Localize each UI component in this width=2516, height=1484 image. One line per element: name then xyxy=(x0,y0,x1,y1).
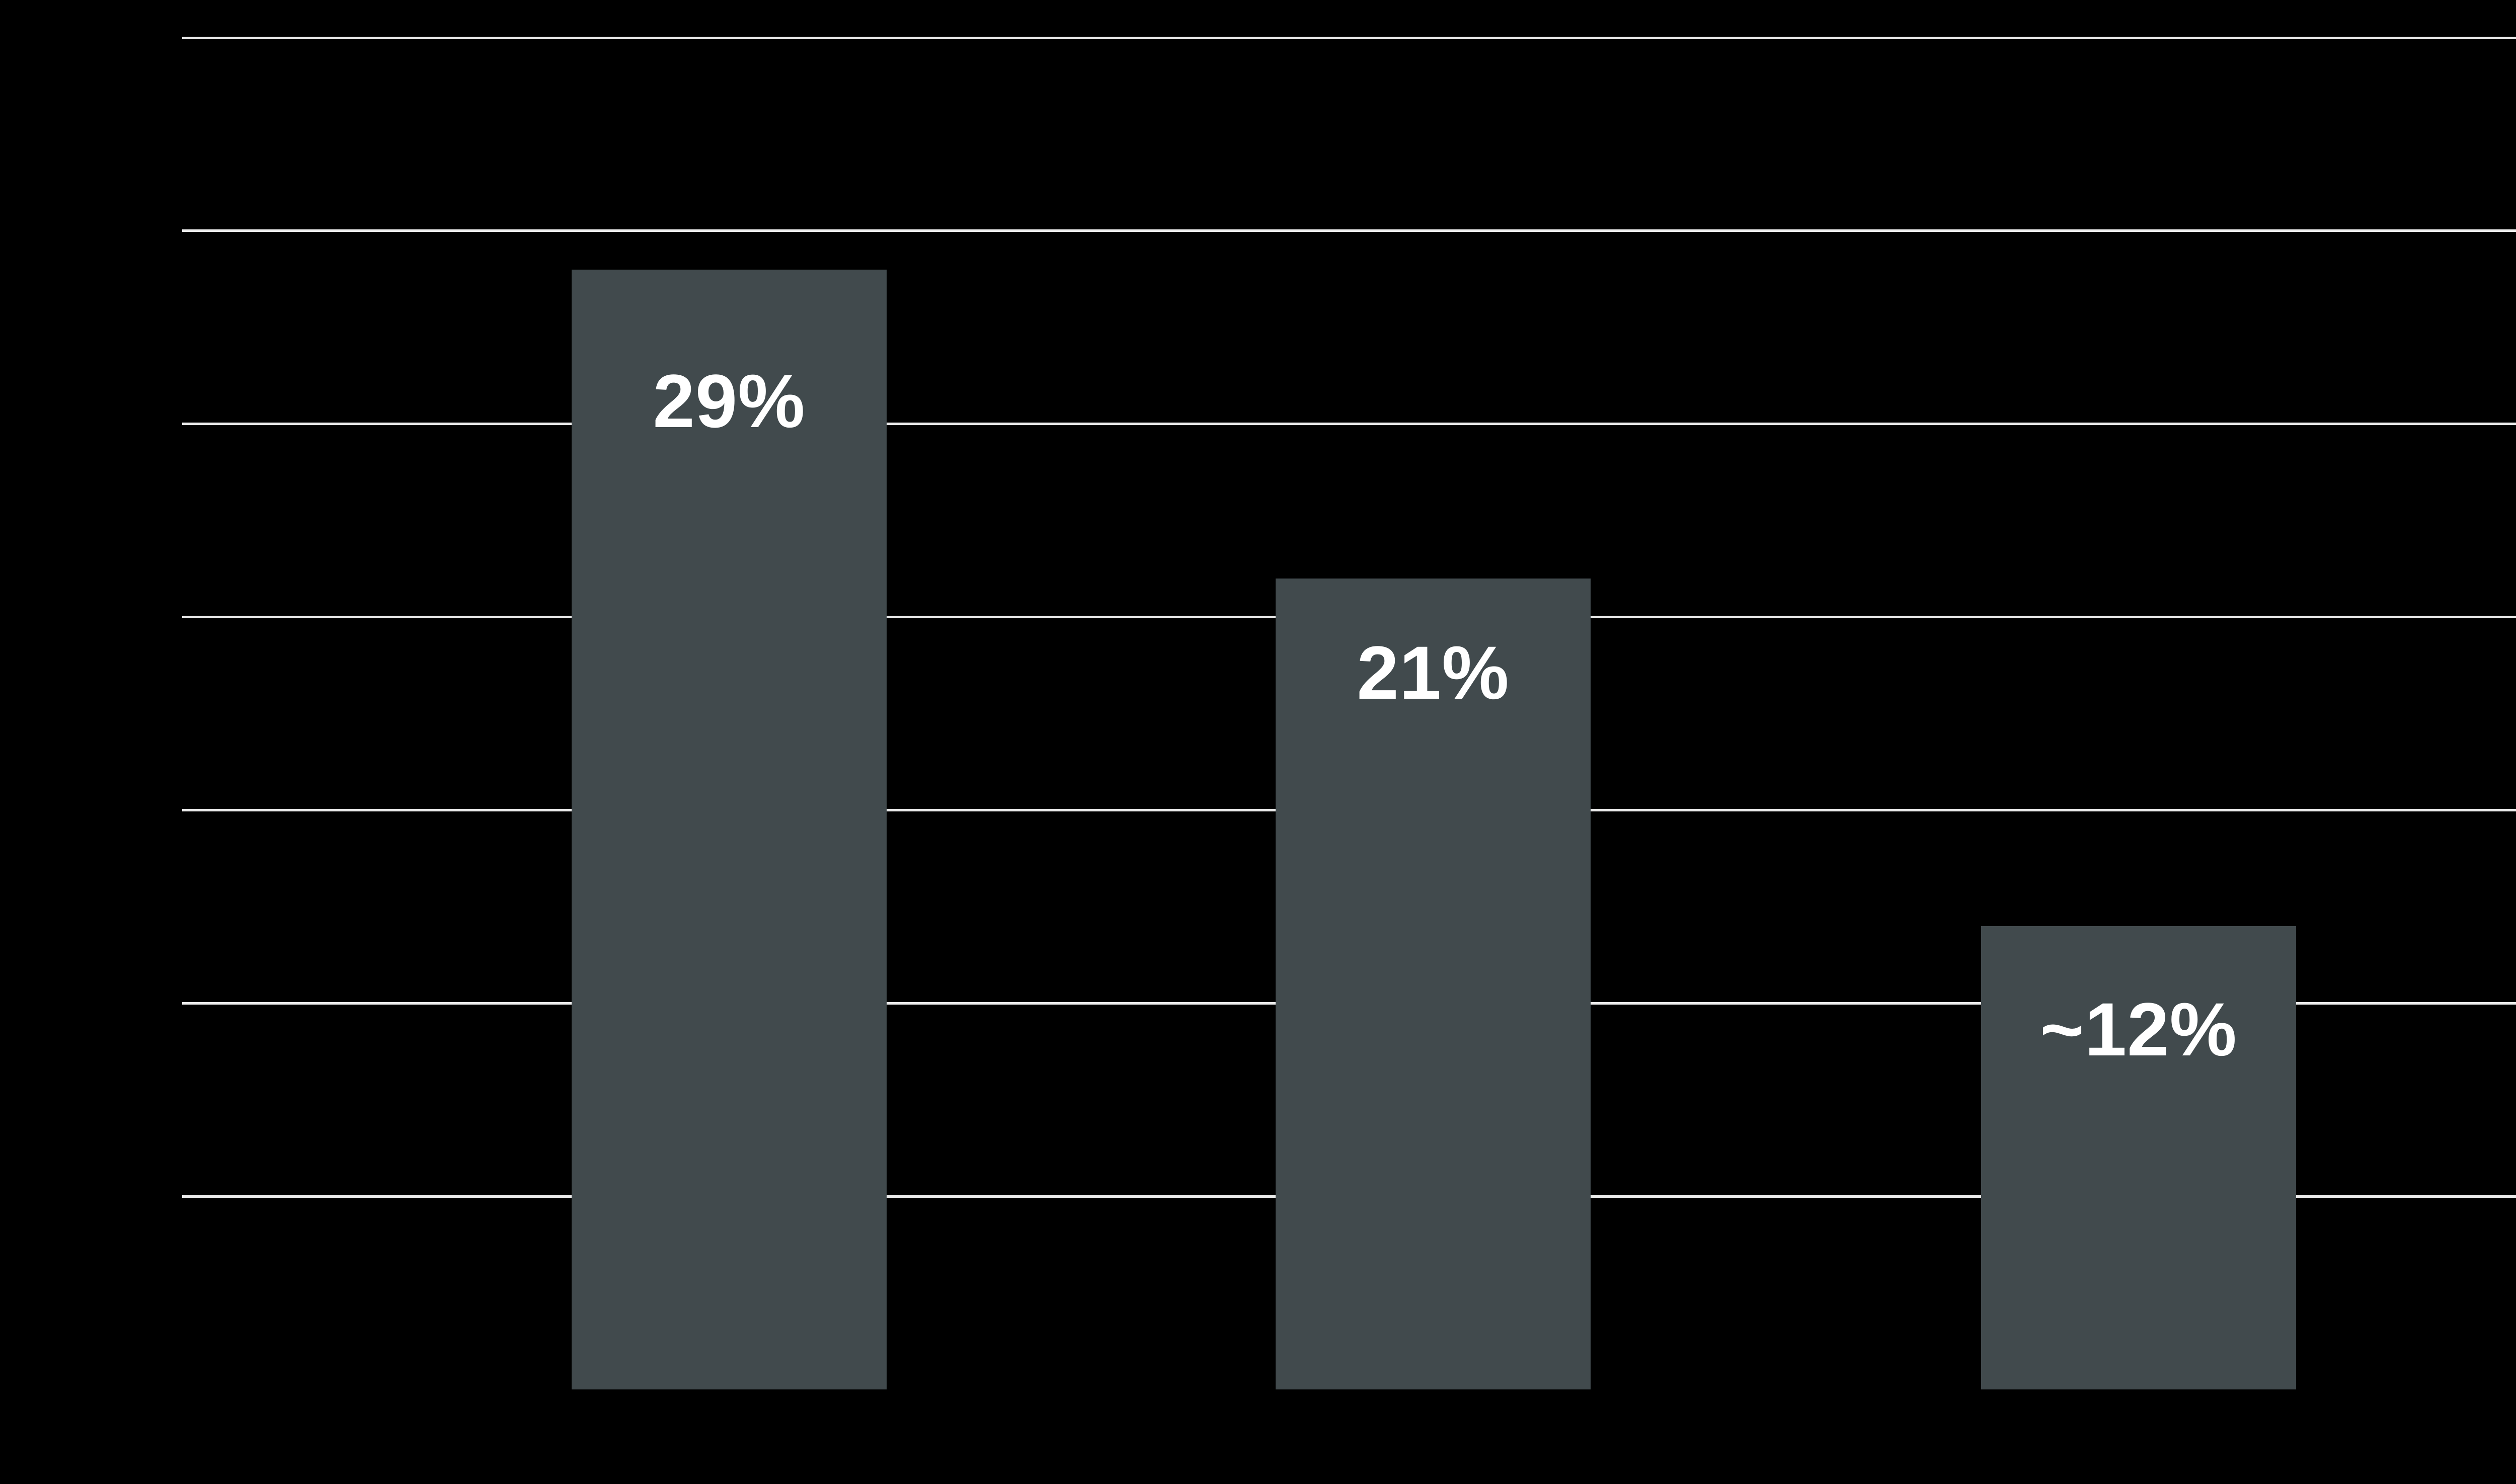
bar-value-label: 21% xyxy=(1357,630,1510,715)
bar: ~12% xyxy=(1981,926,2296,1389)
gridline xyxy=(182,423,2516,425)
gridline xyxy=(182,37,2516,39)
bar: 21% xyxy=(1276,579,1591,1389)
bar-value-label: ~12% xyxy=(2040,987,2237,1071)
bar-value-label: 29% xyxy=(653,359,806,443)
bar: 29% xyxy=(572,270,887,1389)
gridline xyxy=(182,229,2516,232)
